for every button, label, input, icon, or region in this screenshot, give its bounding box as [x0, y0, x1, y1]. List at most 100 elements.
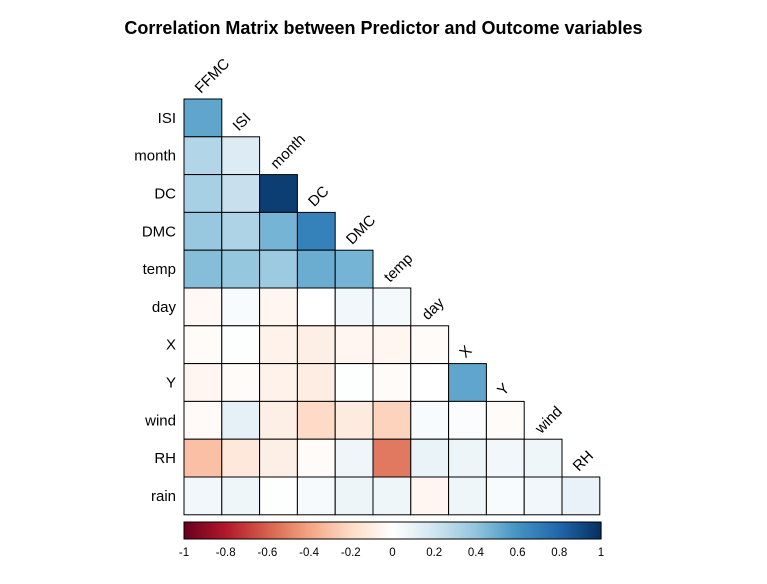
colorbar-segment — [571, 522, 575, 539]
colorbar-segment — [580, 522, 583, 539]
colorbar-segment — [215, 522, 218, 539]
colorbar-segment — [561, 522, 565, 539]
colorbar-segment — [219, 522, 223, 539]
colorbar-segment — [361, 522, 364, 539]
colorbar-segment — [229, 522, 233, 539]
colorbar-segment — [434, 522, 437, 539]
cell-y-x — [448, 363, 487, 402]
cell-wind-temp — [372, 400, 412, 440]
colorbar-segment — [184, 522, 187, 539]
colorbar-tick-1: 1 — [598, 547, 604, 559]
cell-rain-x — [448, 476, 487, 516]
colorbar-segment — [269, 522, 273, 539]
colorbar-segment — [425, 522, 429, 539]
colorbar-segment — [532, 522, 535, 539]
cell-rain-y — [485, 476, 525, 516]
col-label-month: month — [267, 131, 309, 173]
cell-rain-day — [410, 476, 450, 516]
colorbar-border — [183, 521, 602, 540]
cell-rain-dmc — [334, 476, 374, 516]
colorbar-segment — [469, 522, 473, 539]
cell-y-temp — [372, 363, 412, 402]
cell-x-isi — [221, 325, 261, 365]
colorbar-segment — [528, 522, 531, 539]
colorbar-segment — [357, 522, 360, 539]
colorbar-segment — [354, 522, 358, 539]
cell-rh-day — [410, 438, 450, 478]
row-label-temp: temp — [143, 261, 176, 278]
colorbar-segment — [365, 522, 369, 539]
cell-rh-wind — [523, 438, 563, 478]
cell-x-ffmc — [183, 325, 223, 365]
colorbar-segment — [359, 522, 362, 539]
colorbar-segment — [290, 522, 294, 539]
cell-wind-month — [259, 400, 298, 440]
cell-y-month — [259, 363, 298, 402]
cell-rain-isi — [221, 476, 261, 516]
colorbar-segment — [363, 522, 366, 539]
row-label-x: X — [166, 337, 176, 354]
cell-rh-isi — [221, 438, 261, 478]
colorbar-segment — [394, 522, 398, 539]
colorbar-segment — [544, 522, 548, 539]
colorbar-segment — [530, 522, 533, 539]
colorbar-segment — [367, 522, 371, 539]
colorbar-segment — [513, 522, 517, 539]
colorbar-segment — [250, 522, 254, 539]
colorbar-segment — [465, 522, 469, 539]
cell-dmc-ffmc — [183, 211, 223, 251]
colorbar-segment — [482, 522, 485, 539]
cell-rh-ffmc — [183, 438, 223, 478]
cell-rh-x — [448, 438, 487, 478]
colorbar-segment — [317, 522, 321, 539]
colorbar-segment — [384, 522, 387, 539]
row-label-dc: DC — [154, 186, 176, 203]
colorbar-segment — [446, 522, 450, 539]
colorbar-segment — [234, 522, 237, 539]
colorbar-segment — [523, 522, 527, 539]
colorbar-segment — [563, 522, 567, 539]
colorbar-segment — [254, 522, 258, 539]
colorbar-segment — [455, 522, 458, 539]
colorbar-segment — [373, 522, 377, 539]
cell-dmc-isi — [221, 211, 261, 251]
cell-temp-dmc — [334, 249, 374, 289]
colorbar-segment — [398, 522, 402, 539]
colorbar-segment — [240, 522, 243, 539]
cell-day-ffmc — [183, 287, 223, 327]
cell-rain-wind — [523, 476, 563, 516]
colorbar-segment — [423, 522, 427, 539]
cell-x-temp — [372, 325, 412, 365]
colorbar-segment — [413, 522, 417, 539]
cell-rh-temp — [372, 438, 412, 478]
colorbar-segment — [473, 522, 477, 539]
colorbar-segment — [194, 522, 198, 539]
cell-isi-ffmc — [183, 98, 223, 138]
colorbar-segment — [371, 522, 375, 539]
cell-y-dc — [296, 363, 336, 402]
colorbar-segment — [415, 522, 419, 539]
colorbar-segment — [500, 522, 504, 539]
colorbar-segment — [553, 522, 556, 539]
cell-y-isi — [221, 363, 261, 402]
colorbar-segment — [471, 522, 475, 539]
colorbar-segment — [313, 522, 316, 539]
colorbar-segment — [327, 522, 331, 539]
colorbar-segment — [463, 522, 467, 539]
colorbar-segment — [190, 522, 193, 539]
colorbar-segment — [419, 522, 423, 539]
cell-y-day — [410, 363, 450, 402]
row-label-y: Y — [166, 375, 176, 392]
colorbar-tick-0-8: 0.8 — [551, 547, 567, 559]
cell-temp-dc — [296, 249, 336, 289]
colorbar-segment — [275, 522, 279, 539]
colorbar-segment — [444, 522, 448, 539]
colorbar-segment — [279, 522, 283, 539]
colorbar-segment — [457, 522, 460, 539]
cell-wind-y — [485, 400, 525, 440]
colorbar-segment — [346, 522, 350, 539]
colorbar-segment — [467, 522, 471, 539]
colorbar-segment — [225, 522, 229, 539]
cell-rh-dmc — [334, 438, 374, 478]
